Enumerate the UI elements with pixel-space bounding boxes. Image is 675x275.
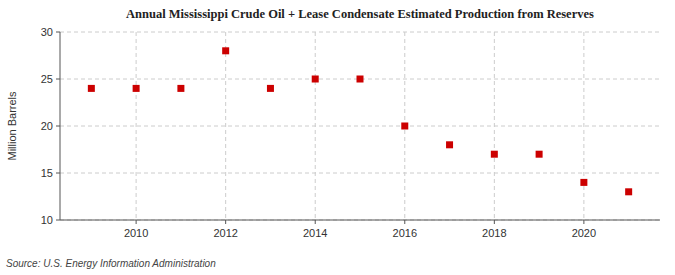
grid-line-y: [60, 220, 660, 221]
chart-svg: Annual Mississippi Crude Oil + Lease Con…: [0, 0, 675, 275]
grid-line-x: [583, 32, 584, 220]
annotation: Source: U.S. Energy Information Administ…: [6, 258, 216, 269]
tick-y: [56, 126, 60, 127]
point: [536, 151, 543, 158]
tick-label-x: 2016: [393, 227, 417, 239]
axis-line-x: [60, 220, 660, 221]
tick-label-y: 15: [41, 167, 53, 179]
tick-label-y: 10: [41, 214, 53, 226]
grid-line-x: [136, 32, 137, 220]
grid-line-y: [60, 126, 660, 127]
points: [88, 47, 632, 195]
tick-y: [56, 220, 60, 221]
point: [312, 76, 319, 83]
tick-y: [56, 79, 60, 80]
point: [267, 85, 274, 92]
tick-x: [583, 220, 584, 224]
point: [177, 85, 184, 92]
grid-line-y: [60, 173, 660, 174]
point: [491, 151, 498, 158]
tick-x: [225, 220, 226, 224]
axis-label-y: Million Barrels: [6, 91, 18, 161]
tick-x: [315, 220, 316, 224]
tick-label-x: 2010: [124, 227, 148, 239]
tick-x: [136, 220, 137, 224]
tick-label-y: 30: [41, 26, 53, 38]
tick-label-y: 20: [41, 120, 53, 132]
chart-title: Annual Mississippi Crude Oil + Lease Con…: [126, 7, 594, 21]
point: [88, 85, 95, 92]
grid-line-y: [60, 32, 660, 33]
tick-label-x: 2018: [482, 227, 506, 239]
grid-line-x: [494, 32, 495, 220]
tick-y: [56, 173, 60, 174]
tick-y: [56, 32, 60, 33]
point: [133, 85, 140, 92]
tick-label-x: 2012: [213, 227, 237, 239]
point: [580, 179, 587, 186]
axes: 10 15 20 25 30 2010 2012 2014 2016 2018 2020: [41, 26, 660, 239]
grid: [60, 32, 660, 220]
grid-line-x: [225, 32, 226, 220]
point: [625, 188, 632, 195]
grid-line-x: [315, 32, 316, 220]
tick-label-x: 2020: [572, 227, 596, 239]
tick-x: [494, 220, 495, 224]
tick-label-y: 25: [41, 73, 53, 85]
tick-label-x: 2014: [303, 227, 327, 239]
tick-x: [404, 220, 405, 224]
chart-container: Annual Mississippi Crude Oil + Lease Con…: [0, 0, 675, 275]
point: [357, 76, 364, 83]
point: [401, 123, 408, 130]
point: [222, 47, 229, 54]
point: [446, 141, 453, 148]
axis-line-y: [60, 32, 61, 220]
